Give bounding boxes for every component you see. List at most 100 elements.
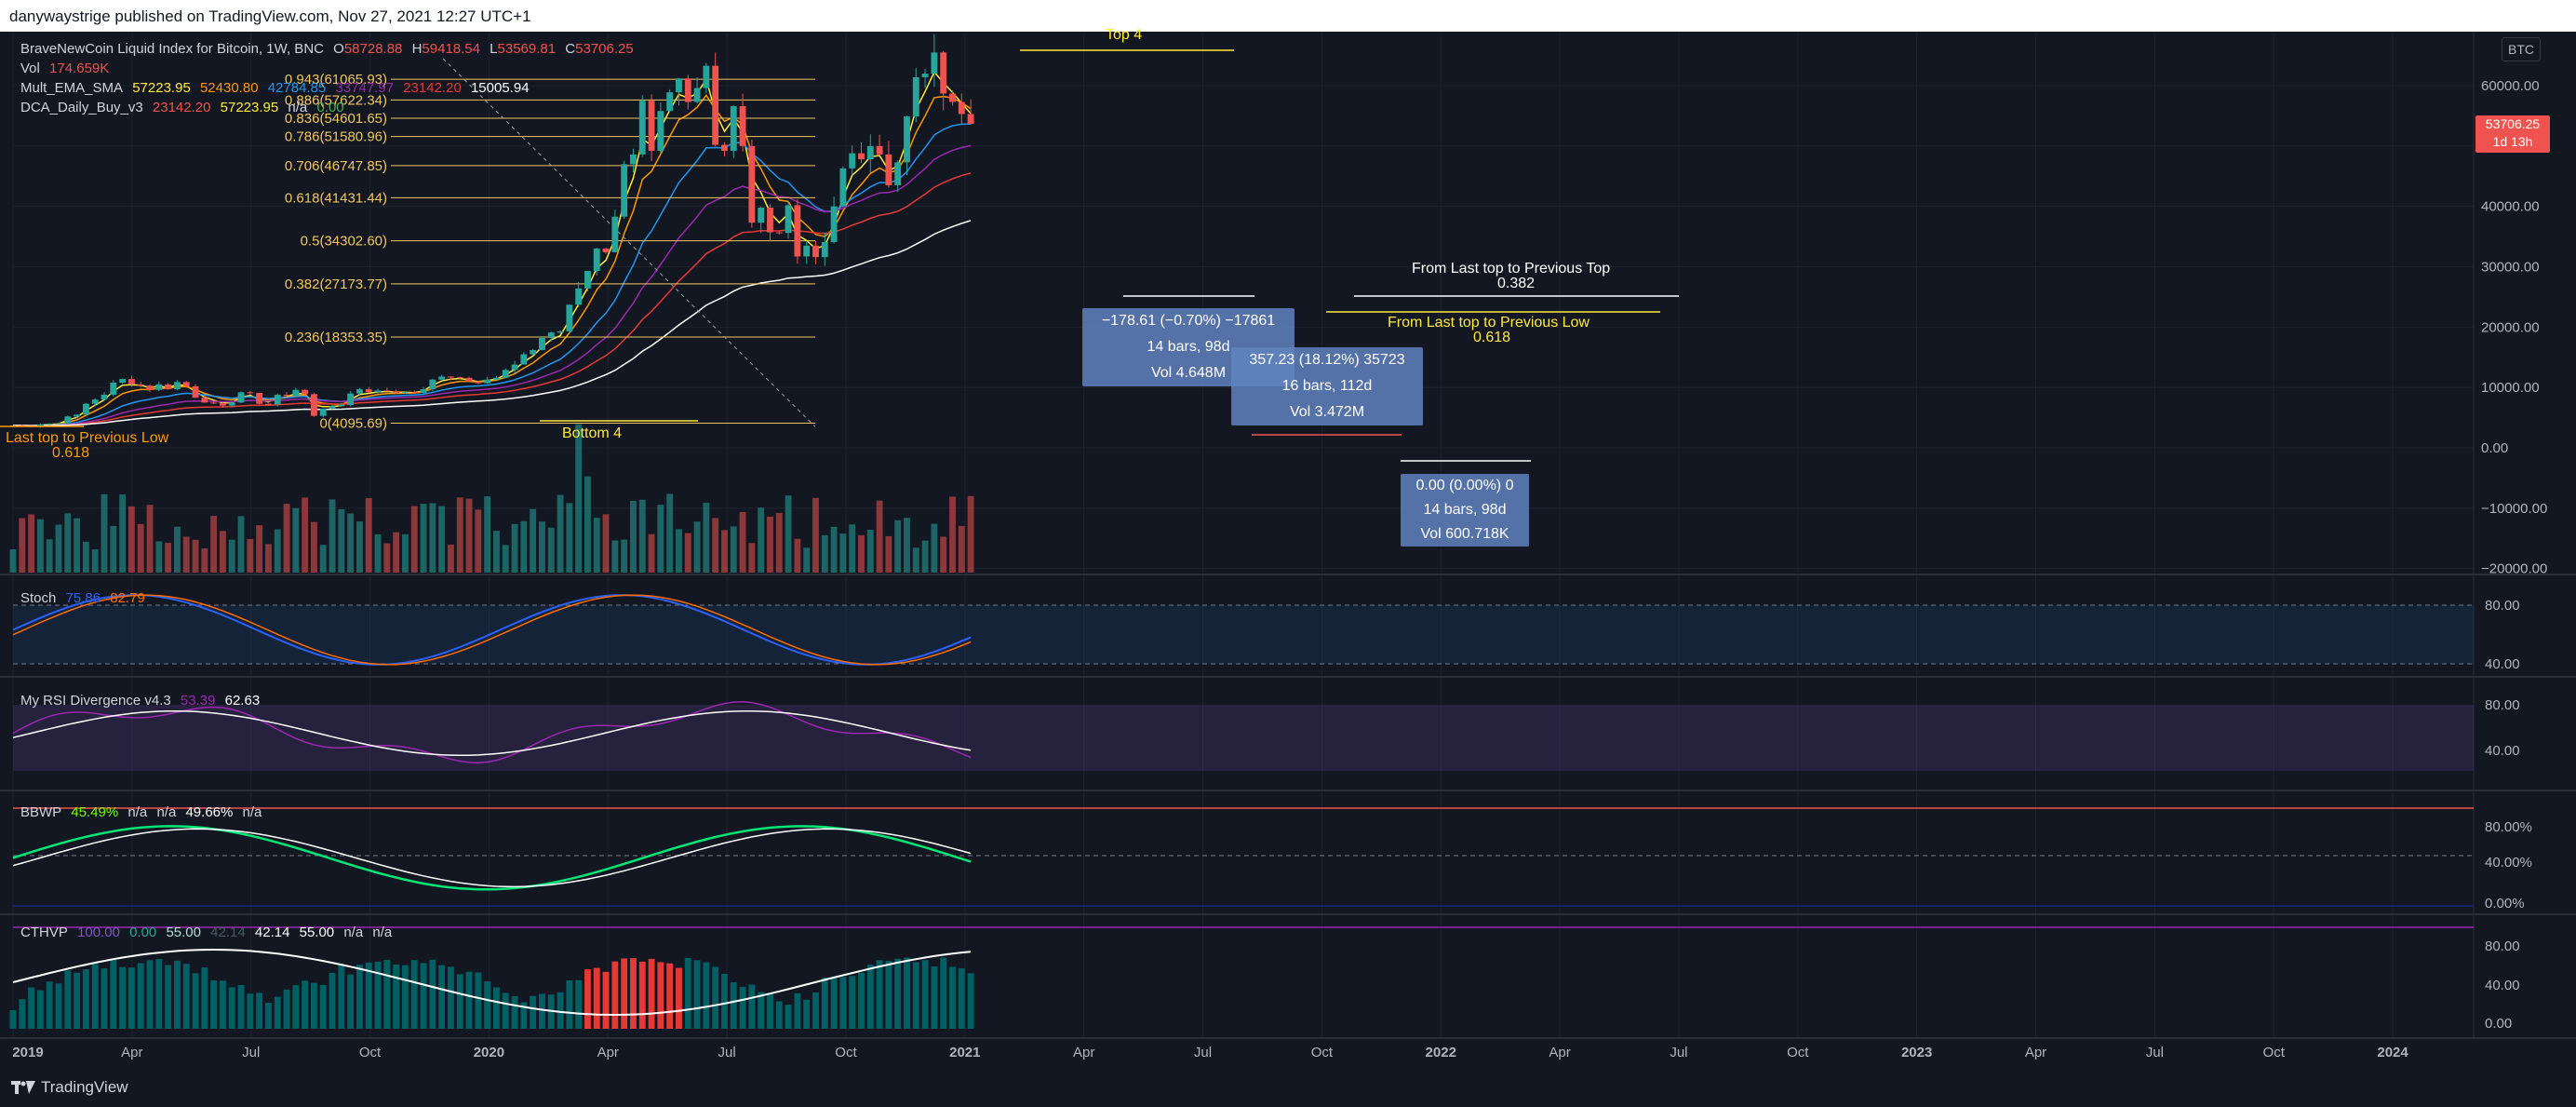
time-tick-label: Apr <box>121 1045 142 1060</box>
cthvp-bar <box>228 987 235 1029</box>
cthvp-bar <box>46 981 53 1029</box>
candle-body <box>638 101 646 155</box>
left-fib-ratio: 0.618 <box>52 445 90 461</box>
measure-3-vol: Vol 600.718K <box>1420 526 1509 542</box>
tradingview-logo[interactable]: TradingView <box>11 1078 128 1097</box>
measure-3-bars: 14 bars, 98d <box>1423 502 1507 518</box>
volume-bar <box>292 507 300 573</box>
cthvp-v4: 42.14 <box>210 925 246 940</box>
cthvp-v6: 55.00 <box>299 925 335 940</box>
cthvp-bar <box>347 974 355 1029</box>
candle-body <box>64 416 72 424</box>
cthvp-bar <box>858 972 865 1029</box>
symbol-badge[interactable]: BTC <box>2502 37 2541 61</box>
volume-bar <box>703 502 710 573</box>
candle-body <box>502 370 509 378</box>
cthvp-bar <box>383 959 391 1029</box>
candle-body <box>82 403 89 415</box>
last-price-badge: 53706.25 1d 13h <box>2475 115 2550 153</box>
volume-bar <box>584 476 591 573</box>
candle-body <box>830 206 838 242</box>
candle-body <box>36 424 44 427</box>
rsi-axis-label: 80.00 <box>2485 697 2520 713</box>
rsi-legend[interactable]: My RSI Divergence v4.3 53.39 62.63 <box>20 693 265 709</box>
cthvp-bar <box>703 962 710 1029</box>
volume-bar <box>958 525 965 573</box>
volume-bar <box>885 535 892 573</box>
candle-body <box>302 389 309 395</box>
candle-body <box>949 93 956 102</box>
dca-legend[interactable]: DCA_Daily_Buy_v3 23142.20 57223.95 n/a 0… <box>20 100 350 115</box>
candle-body <box>748 145 756 223</box>
candle-body <box>657 111 664 152</box>
volume-bar <box>602 514 610 573</box>
left-fib-label: Last top to Previous Low <box>6 430 169 446</box>
candle-body <box>730 106 737 152</box>
candle-body <box>329 406 336 409</box>
candle-body <box>311 394 317 416</box>
ema-legend[interactable]: Mult_EMA_SMA 57223.95 52430.80 42784.85 … <box>20 80 535 96</box>
measure-box-3[interactable]: 0.00 (0.00%) 0 14 bars, 98d Vol 600.718K <box>1401 474 1529 547</box>
volume-bar <box>146 505 154 573</box>
measure-1-change: −178.61 (−0.70%) −17861 <box>1101 313 1276 329</box>
candle-body <box>648 101 655 152</box>
cthvp-bar <box>894 958 902 1029</box>
fib-level-label: 0.886(57622.34) <box>285 92 387 108</box>
candle-body <box>803 245 811 257</box>
volume-bar <box>912 547 919 573</box>
price-tick-label: 20000.00 <box>2481 319 2540 335</box>
cthvp-bar <box>429 959 436 1029</box>
volume-legend[interactable]: Vol 174.659K <box>20 61 114 76</box>
cthvp-bar <box>885 960 892 1029</box>
cthvp-bar <box>748 984 756 1029</box>
cthvp-bar <box>329 972 336 1029</box>
volume-bar <box>803 547 811 573</box>
cthvp-bar <box>666 963 674 1029</box>
bbwp-axis-label: 40.00% <box>2485 855 2532 871</box>
candle-body <box>475 381 482 384</box>
bbwp-label: BBWP <box>20 804 62 820</box>
volume-bar <box>429 503 436 573</box>
candle-body <box>767 207 773 233</box>
candle-body <box>520 354 528 365</box>
volume-bar <box>402 533 409 573</box>
volume-bar <box>593 518 600 573</box>
candle-body <box>584 271 591 289</box>
volume-bar <box>502 545 509 573</box>
volume-bar <box>821 534 828 573</box>
volume-bar <box>46 539 53 573</box>
bar-countdown: 1d 13h <box>2492 134 2533 149</box>
volume-bar <box>302 497 309 573</box>
high-value: 59418.54 <box>422 41 480 57</box>
cthvp-bar <box>730 982 737 1029</box>
price-tick-label: 0.00 <box>2481 440 2508 456</box>
measure-box-2[interactable]: 357.23 (18.12%) 35723 16 bars, 112d Vol … <box>1231 347 1423 425</box>
dca-label: DCA_Daily_Buy_v3 <box>20 100 143 115</box>
candle-body <box>383 390 391 392</box>
volume-bar <box>566 503 573 573</box>
volume-bar <box>484 496 491 573</box>
volume-bar <box>730 526 737 573</box>
cthvp-bar <box>575 979 583 1029</box>
fib-level-label: 0.706(46747.85) <box>285 158 387 174</box>
candle-body <box>794 205 801 257</box>
volume-bar <box>137 523 144 573</box>
rsi-v2: 62.63 <box>224 693 261 709</box>
measure-1-bars: 14 bars, 98d <box>1147 339 1230 355</box>
volume-bar <box>119 494 127 573</box>
cthvp-bar <box>721 974 728 1029</box>
stoch-legend[interactable]: Stoch 75.86 82.79 <box>20 590 151 606</box>
volume-bar <box>456 497 463 573</box>
volume-bar <box>931 523 938 573</box>
cthvp-bar <box>493 987 500 1029</box>
volume-bar <box>493 531 500 573</box>
symbol-legend[interactable]: BraveNewCoin Liquid Index for Bitcoin, 1… <box>20 41 639 57</box>
volume-bar <box>173 526 181 573</box>
publisher-bar: danywaystrige published on TradingView.c… <box>0 0 2576 32</box>
cthvp-legend[interactable]: CTHVP 100.00 0.00 55.00 42.14 42.14 55.0… <box>20 925 397 940</box>
stoch-k-line <box>12 594 972 666</box>
bbwp-legend[interactable]: BBWP 45.49% n/a n/a 49.66% n/a <box>20 804 267 820</box>
fib-level-label: 0(4095.69) <box>319 415 387 431</box>
bbwp-axis-label: 80.00% <box>2485 819 2532 835</box>
